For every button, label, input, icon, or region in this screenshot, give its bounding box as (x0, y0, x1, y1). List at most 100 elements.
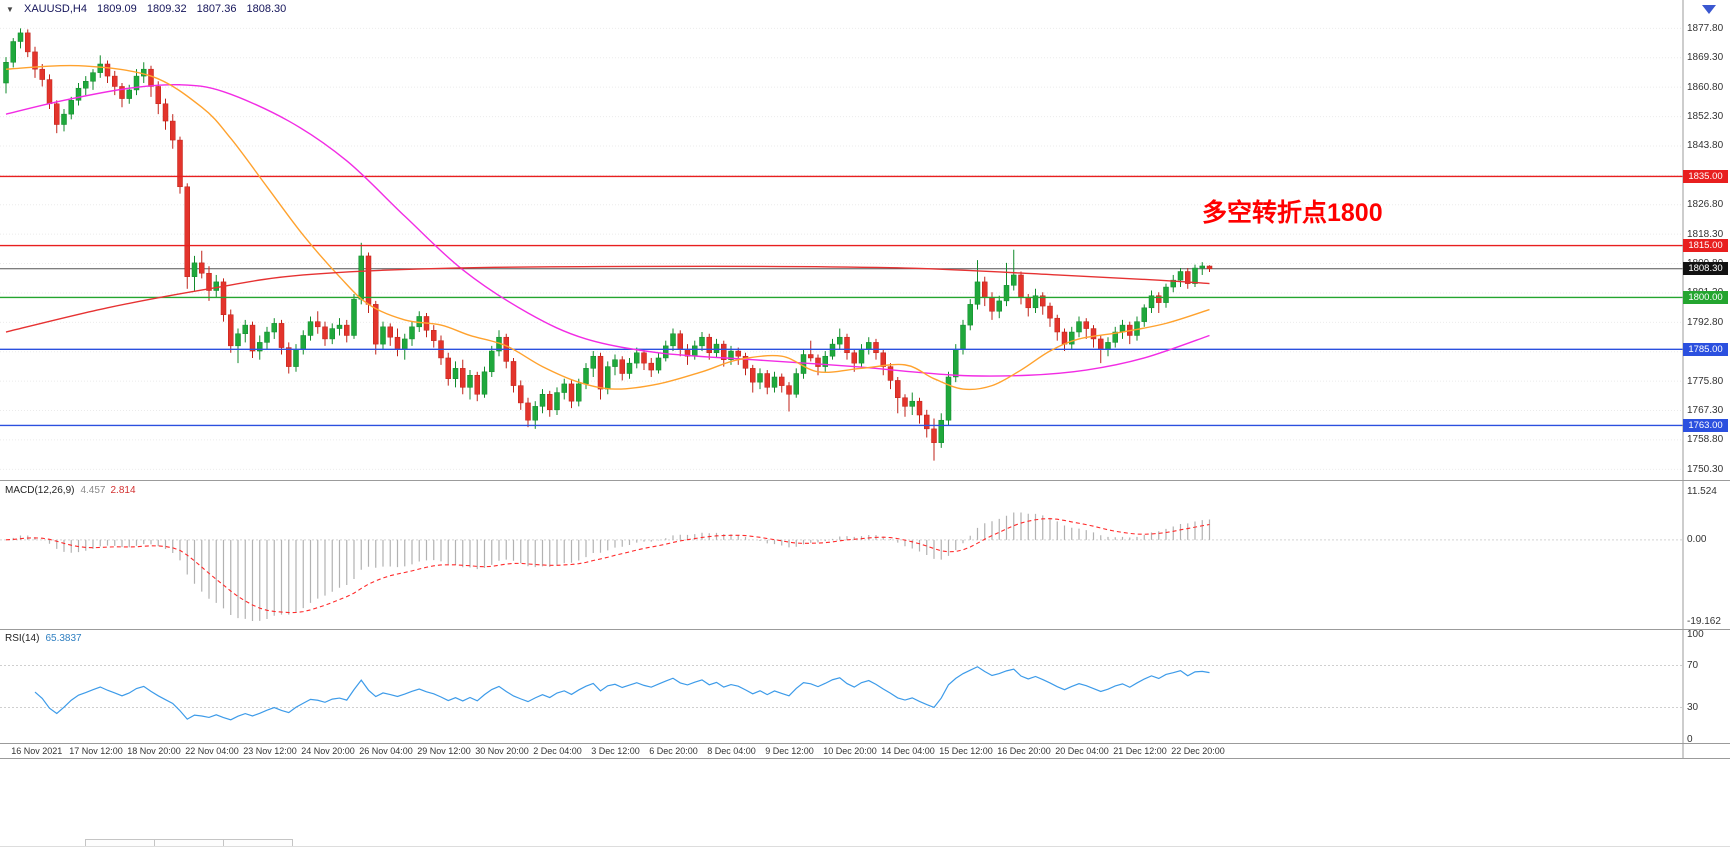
one-click-trading-arrow-icon[interactable]: ▼ (6, 5, 14, 14)
price-axis-label: 1792.80 (1687, 316, 1724, 328)
candle (228, 309, 234, 353)
ma-slow-magenta (5, 83, 1210, 377)
candle (75, 83, 82, 106)
candle (844, 333, 850, 360)
candle (887, 363, 894, 390)
candle (1192, 264, 1198, 288)
candle (162, 98, 169, 130)
candle (561, 378, 567, 400)
candle (315, 311, 321, 334)
candle (460, 359, 466, 395)
candle (329, 323, 335, 345)
candle (322, 321, 328, 346)
candle (1054, 314, 1060, 341)
candle (532, 401, 538, 429)
candle (148, 65, 154, 97)
candle (271, 318, 277, 339)
candle (387, 323, 393, 346)
candle (793, 368, 799, 398)
candle (1206, 265, 1213, 272)
candle (286, 342, 292, 374)
candle (1047, 302, 1053, 327)
candle (742, 352, 749, 376)
candle (837, 328, 843, 350)
candle (945, 371, 952, 426)
candle (1076, 316, 1082, 338)
candle (481, 366, 488, 398)
candle (402, 333, 408, 360)
candle (257, 335, 263, 360)
candle (220, 278, 227, 322)
candle (445, 352, 451, 386)
price-axis-label: 1818.30 (1687, 228, 1724, 240)
bottom-status-cells (85, 836, 293, 846)
candle (264, 326, 270, 350)
candle (213, 274, 219, 298)
time-axis-label: 29 Nov 12:00 (417, 746, 471, 756)
candle (1032, 288, 1039, 313)
candle (858, 344, 865, 367)
time-axis-label: 21 Dec 12:00 (1113, 746, 1167, 756)
time-axis-label: 22 Nov 04:00 (185, 746, 239, 756)
price-axis-label: 1767.30 (1687, 405, 1724, 417)
candle (307, 316, 314, 341)
chart-shift-marker-icon[interactable] (1702, 5, 1716, 14)
time-axis-label: 14 Dec 04:00 (881, 746, 935, 756)
time-axis-label: 24 Nov 20:00 (301, 746, 355, 756)
candle (1156, 292, 1162, 313)
candle (1141, 304, 1147, 327)
candle (634, 347, 640, 369)
candle (199, 250, 205, 279)
time-axis-label: 16 Nov 2021 (11, 746, 63, 756)
candle (1119, 319, 1126, 339)
candle (612, 354, 618, 376)
candle (90, 69, 96, 90)
time-axis-label: 17 Nov 12:00 (69, 746, 123, 756)
price-axis-label: 1758.80 (1687, 434, 1724, 446)
candle (119, 83, 125, 108)
candle (576, 378, 582, 407)
candle (590, 351, 596, 377)
candle (895, 376, 901, 414)
candle (1177, 268, 1184, 288)
time-axis-label: 16 Dec 20:00 (997, 746, 1051, 756)
ma-mid-orange (5, 64, 1210, 391)
candle (300, 330, 306, 355)
candle (626, 357, 633, 379)
candle (1163, 283, 1169, 308)
analysis-annotation-text[interactable]: 多空转折点1800 (1202, 199, 1383, 227)
macd-axis-label: -19.162 (1687, 615, 1721, 627)
ma-long-red (5, 265, 1210, 333)
macd-indicator-label: MACD(12,26,9) 4.457 2.814 (5, 485, 136, 496)
price-axis-label: 1843.80 (1687, 140, 1724, 152)
candle (938, 413, 944, 448)
candle (525, 397, 531, 428)
candle (155, 81, 161, 115)
price-axis-label: 1750.30 (1687, 463, 1724, 475)
candle (17, 28, 24, 49)
candle (423, 312, 430, 338)
time-axis-label: 9 Dec 12:00 (765, 746, 814, 756)
time-axis-label: 20 Dec 04:00 (1055, 746, 1109, 756)
candle (293, 344, 299, 372)
price-axis-label: 1826.80 (1687, 199, 1724, 211)
candle (721, 340, 727, 367)
candle (916, 397, 923, 424)
price-marker-tag: 1808.30 (1683, 262, 1728, 276)
macd-histogram (12, 512, 1211, 621)
rsi-line (34, 666, 1210, 721)
candle (10, 38, 16, 68)
candle (474, 371, 480, 402)
candle (641, 349, 647, 371)
candle (800, 349, 807, 379)
time-axis-label: 22 Dec 20:00 (1171, 746, 1225, 756)
candle (1083, 318, 1089, 339)
time-axis-label: 3 Dec 12:00 (591, 746, 640, 756)
rsi-value: 65.3837 (45, 633, 82, 644)
rsi-indicator-label: RSI(14) 65.3837 (5, 633, 82, 644)
candle (822, 351, 828, 372)
candle (141, 62, 147, 84)
candle (206, 266, 212, 301)
